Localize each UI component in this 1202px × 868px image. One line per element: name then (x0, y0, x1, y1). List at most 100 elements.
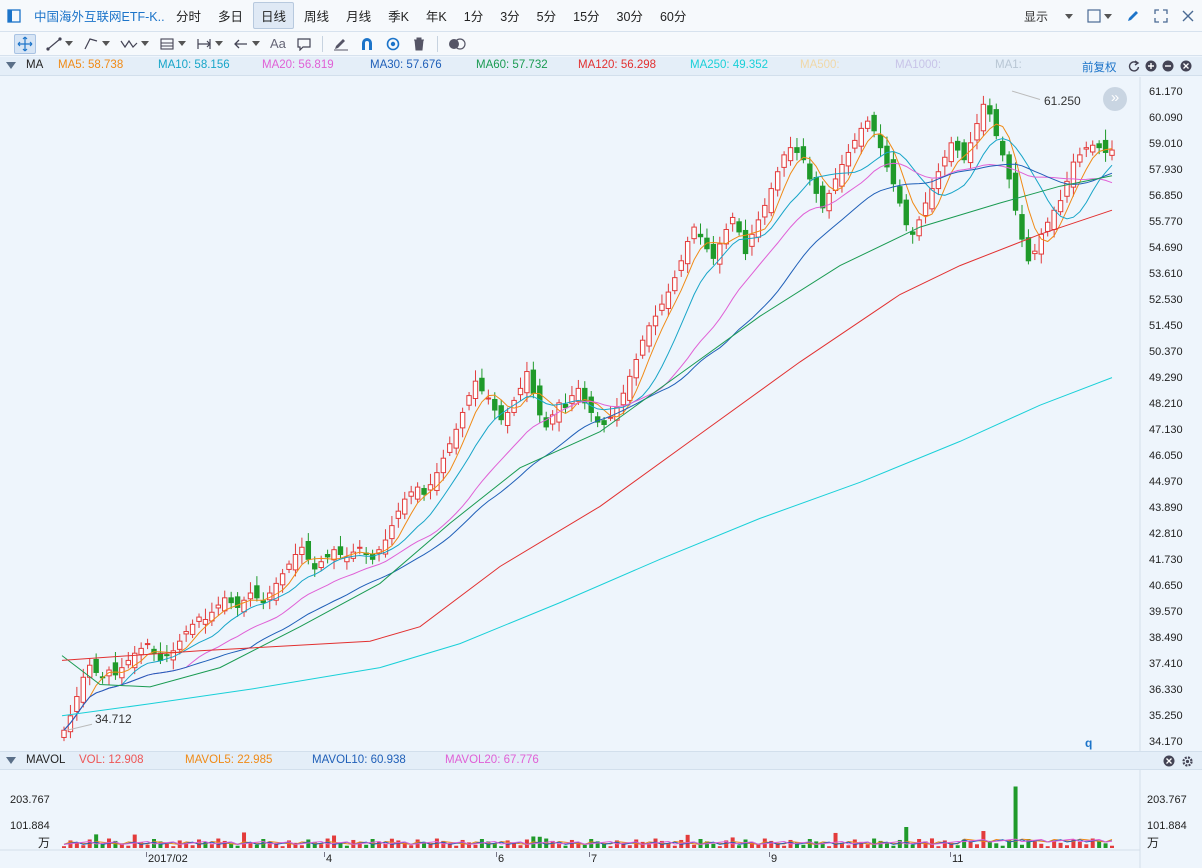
volume-chart[interactable] (0, 770, 1202, 868)
fullscreen-button[interactable] (1154, 9, 1168, 23)
remove-indicator-icon[interactable] (1162, 60, 1174, 72)
candle (312, 556, 318, 577)
collapse-triangle-icon[interactable] (6, 62, 16, 70)
volume-bar (293, 842, 298, 848)
period-tab[interactable]: 15分 (573, 10, 600, 24)
period-tab[interactable]: 60分 (659, 10, 687, 24)
period-tab[interactable]: 分时 (176, 10, 202, 24)
volume-bar (235, 845, 240, 848)
period-tab[interactable]: 5分 (536, 10, 557, 24)
candle-body (318, 561, 324, 569)
add-indicator-icon[interactable] (1145, 60, 1157, 72)
close-indicator-icon[interactable] (1180, 60, 1192, 72)
candle (633, 353, 639, 386)
candle (549, 410, 556, 431)
period-tab[interactable]: 30分 (616, 10, 643, 24)
display-menu[interactable]: 显示 (1024, 8, 1073, 25)
q-marker[interactable]: q (1085, 736, 1093, 750)
fib-tool[interactable] (159, 34, 186, 54)
period-tab[interactable]: 年K (425, 10, 447, 24)
period-tab[interactable]: 多日 (218, 10, 244, 24)
candle-body (627, 375, 633, 401)
candle-body (768, 188, 774, 214)
candle (440, 449, 447, 481)
volume-bar (749, 841, 754, 848)
volume-bar (280, 846, 285, 848)
volume-bar (377, 841, 382, 848)
chevron-down-icon (178, 41, 186, 46)
period-tab[interactable]: 季K (388, 10, 409, 24)
refresh-icon[interactable] (1128, 60, 1140, 72)
scroll-latest-button[interactable]: » (1103, 87, 1127, 111)
candle (897, 179, 903, 207)
volume-bar (775, 843, 780, 848)
candle-body (183, 631, 189, 635)
candle (999, 136, 1006, 162)
vol-indicator-name[interactable]: MAVOL (26, 754, 66, 766)
candle (273, 577, 279, 606)
candle-body (652, 315, 659, 327)
ma-legend-bar: MA MA5: 58.738 MA10: 58.156 MA20: 56.819 MA… (0, 57, 1202, 76)
candle (961, 139, 967, 164)
candle (434, 463, 440, 496)
period-tab[interactable]: 月线 (346, 10, 372, 24)
candle (421, 484, 427, 501)
draw-pen-button[interactable] (1126, 9, 1140, 23)
volume-bar (1103, 843, 1108, 848)
close-button[interactable] (1182, 10, 1194, 22)
period-tab[interactable]: 3分 (500, 10, 520, 24)
period-tab[interactable]: 周线 (304, 10, 330, 24)
candle (877, 124, 884, 158)
wave-tool[interactable] (120, 34, 149, 54)
line-icon (46, 36, 62, 51)
adjust-mode-button[interactable]: 前复权 (1082, 62, 1117, 74)
price-tick-label: 55.770 (1149, 216, 1183, 228)
date-tick-label: 2017/02 (148, 853, 188, 865)
candle-body (273, 582, 279, 601)
candle (215, 596, 222, 616)
volume-bar (338, 843, 343, 848)
volume-bar (1019, 844, 1024, 848)
layout-select[interactable] (1087, 9, 1112, 23)
trash-tool[interactable] (411, 34, 427, 54)
gear-icon[interactable] (1181, 755, 1194, 768)
period-tab[interactable]: 日线 (253, 2, 295, 29)
candle (582, 381, 588, 410)
compare-tool[interactable] (448, 34, 466, 54)
price-tick-label: 46.050 (1149, 450, 1183, 462)
candle (350, 543, 357, 562)
arrow-tool[interactable] (233, 34, 260, 54)
candle (1057, 189, 1064, 216)
volume-bar (942, 840, 947, 848)
collapse-triangle-icon[interactable] (6, 757, 16, 765)
candle-body (800, 146, 807, 161)
candle-body (421, 488, 427, 495)
volume-bar (402, 842, 407, 848)
move-tool[interactable] (14, 33, 36, 54)
range-tool[interactable] (196, 34, 223, 54)
ma-indicator-name[interactable]: MA (26, 59, 44, 71)
candle-body (350, 551, 357, 559)
text-tool[interactable]: Aa (270, 34, 286, 54)
candle (1019, 204, 1025, 248)
close-indicator-icon[interactable] (1163, 755, 1175, 767)
candle-body (466, 395, 472, 406)
eye-tool[interactable] (385, 34, 401, 54)
instrument-title[interactable]: 中国海外互联网ETF-K... (34, 10, 164, 24)
volume-bar (1084, 844, 1089, 848)
candle (993, 103, 999, 140)
mavol20-line (63, 838, 1113, 845)
line-tool[interactable] (46, 34, 73, 54)
candlestick-chart[interactable] (0, 77, 1202, 751)
ma-value-label: MA20: 56.819 (262, 59, 334, 71)
panel-toggle-icon[interactable] (0, 0, 28, 32)
channel-tool[interactable] (83, 34, 110, 54)
magnet-tool[interactable] (359, 34, 375, 54)
comment-tool[interactable] (296, 34, 312, 54)
volume-bar (1052, 840, 1057, 848)
pen-tool[interactable] (333, 34, 349, 54)
candle-body (492, 398, 498, 411)
candle (1012, 162, 1019, 216)
period-tab[interactable]: 1分 (463, 10, 484, 24)
volume-value-label: VOL: 12.908 (79, 754, 144, 766)
